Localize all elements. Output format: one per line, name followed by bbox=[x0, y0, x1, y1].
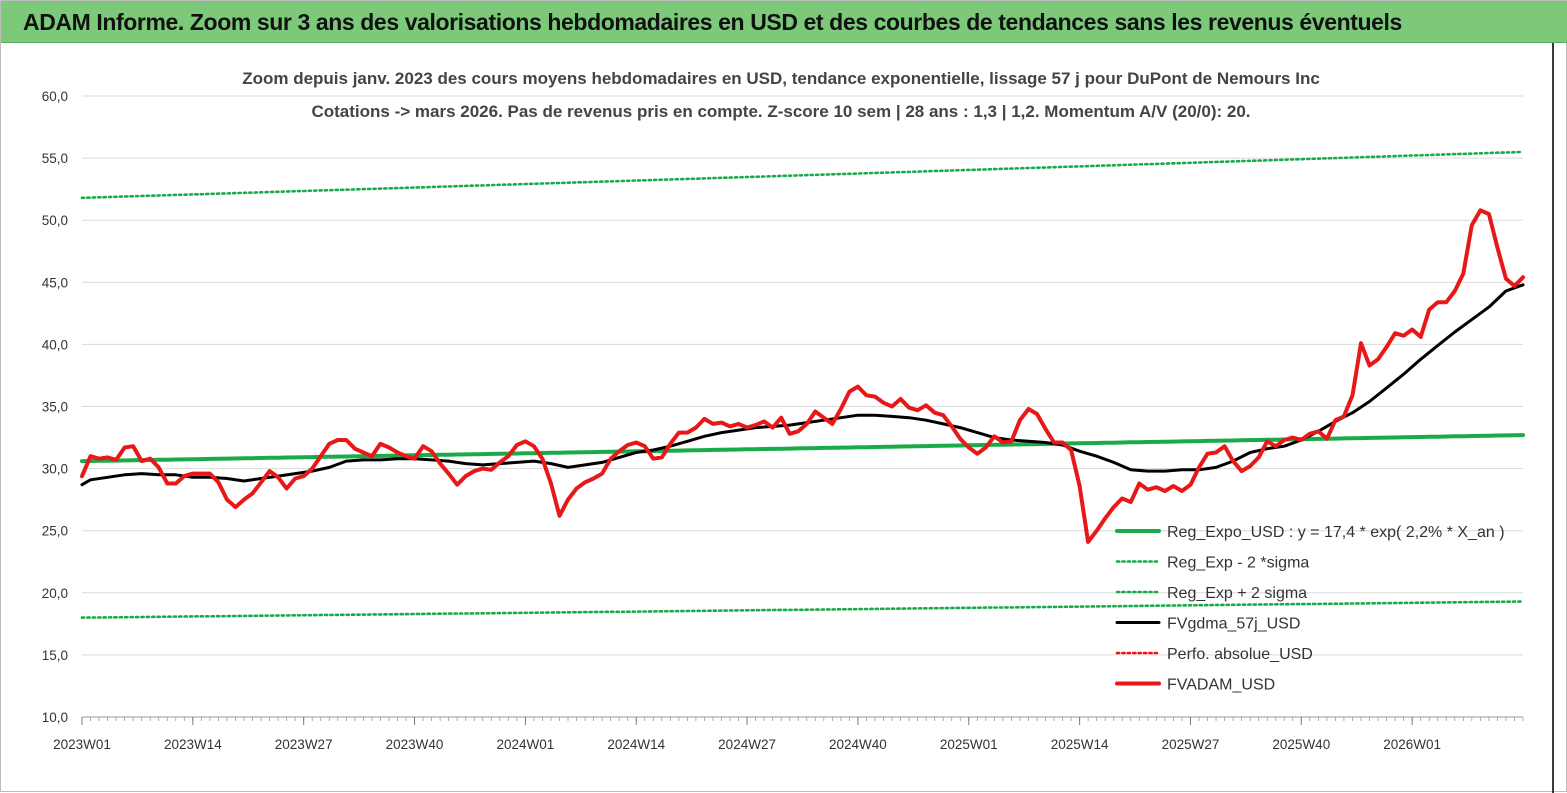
series-reg-exp-2-sigma bbox=[80, 600, 1525, 619]
y-tick-label: 15,0 bbox=[42, 648, 68, 663]
y-tick-label: 25,0 bbox=[42, 524, 68, 539]
x-tick-label: 2025W01 bbox=[940, 737, 998, 752]
legend-label: Reg_Exp - 2 *sigma bbox=[1167, 555, 1309, 572]
y-tick-label: 35,0 bbox=[42, 400, 68, 415]
report-banner-title: ADAM Informe. Zoom sur 3 ans des valoris… bbox=[23, 9, 1402, 35]
grid-layer bbox=[82, 95, 1523, 718]
y-tick-label: 20,0 bbox=[42, 586, 68, 601]
x-tick-label: 2024W14 bbox=[607, 737, 665, 752]
chart-title: Zoom depuis janv. 2023 des cours moyens … bbox=[242, 69, 1320, 88]
series-reg-expo-usd-y-17-4-exp-2-2-x-an bbox=[80, 433, 1525, 464]
y-axis-ticks: 10,0 15,0 20,0 25,0 30,0 35,0 40,0 45,0 50,0 55,0… bbox=[42, 89, 68, 725]
legend-label: Perfo. absolue_USD bbox=[1167, 646, 1313, 663]
x-tick-label: 2023W01 bbox=[53, 737, 111, 752]
x-tick-label: 2023W14 bbox=[164, 737, 222, 752]
x-tick-label: 2024W27 bbox=[718, 737, 776, 752]
x-axis-ticks: 2023W01 2023W14 2023W27 2023W40 2024W01 2024W… bbox=[53, 717, 1524, 752]
legend-label: Reg_Exp + 2 sigma bbox=[1167, 585, 1307, 602]
legend-label: FVADAM_USD bbox=[1167, 677, 1275, 694]
y-tick-label: 10,0 bbox=[42, 710, 68, 725]
legend-label: Reg_Expo_USD : y = 17,4 * exp( 2,2% * X_… bbox=[1167, 524, 1505, 541]
x-tick-label: 2025W14 bbox=[1051, 737, 1109, 752]
y-tick-label: 45,0 bbox=[42, 275, 68, 290]
x-tick-label: 2026W01 bbox=[1383, 737, 1441, 752]
series-fvadam-usd bbox=[80, 208, 1525, 544]
series-layer bbox=[80, 150, 1525, 619]
y-tick-label: 60,0 bbox=[42, 89, 68, 104]
legend-label: FVgdma_57j_USD bbox=[1167, 616, 1300, 633]
series-fvgdma-57j-usd bbox=[80, 283, 1525, 487]
y-tick-label: 40,0 bbox=[42, 337, 68, 352]
report-banner: ADAM Informe. Zoom sur 3 ans des valoris… bbox=[1, 1, 1567, 43]
chart-subtitle: Cotations -> mars 2026. Pas de revenus p… bbox=[311, 102, 1250, 121]
series-reg-exp-2-sigma bbox=[80, 150, 1525, 200]
x-tick-label: 2025W40 bbox=[1272, 737, 1330, 752]
x-tick-label: 2024W01 bbox=[496, 737, 554, 752]
y-tick-label: 55,0 bbox=[42, 151, 68, 166]
chart-legend: Reg_Expo_USD : y = 17,4 * exp( 2,2% * X_… bbox=[1115, 524, 1505, 694]
x-tick-label: 2025W27 bbox=[1162, 737, 1220, 752]
y-tick-label: 30,0 bbox=[42, 462, 68, 477]
x-tick-label: 2024W40 bbox=[829, 737, 887, 752]
right-border-rule bbox=[1552, 43, 1554, 793]
x-tick-label: 2023W40 bbox=[386, 737, 444, 752]
y-tick-label: 50,0 bbox=[42, 213, 68, 228]
x-tick-label: 2023W27 bbox=[275, 737, 333, 752]
